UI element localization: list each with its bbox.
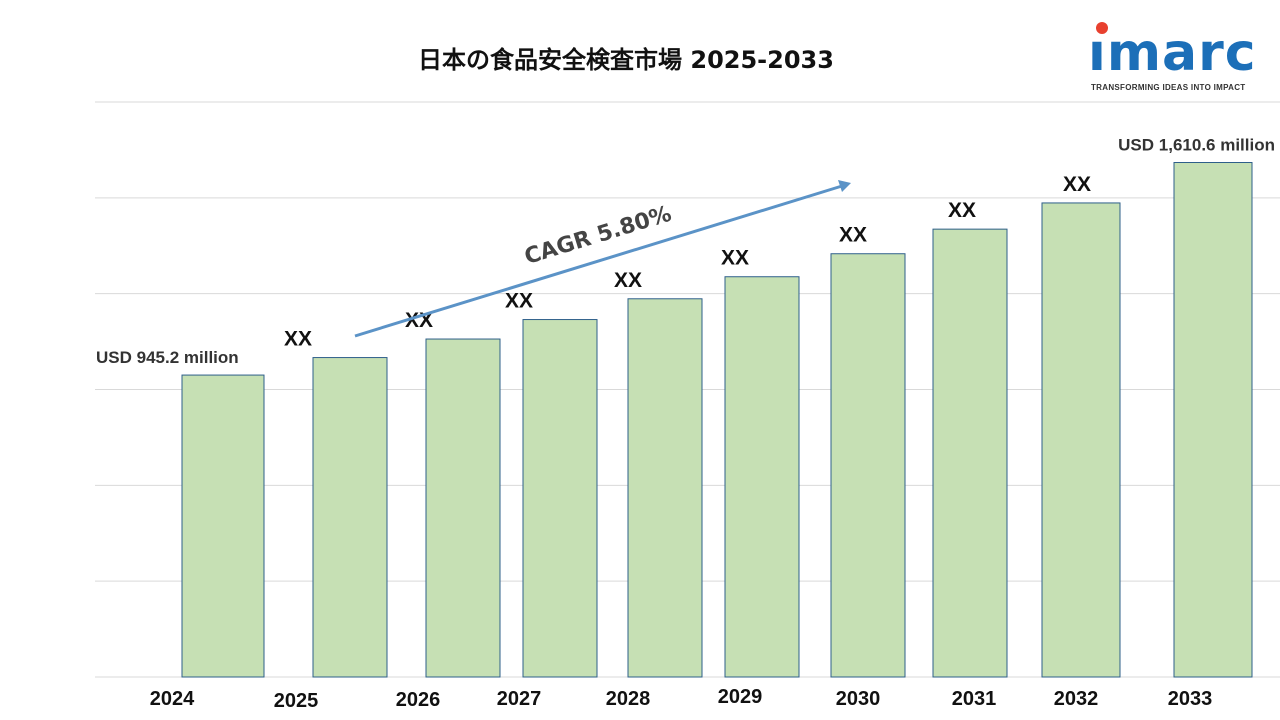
tick-label-2024: 2024 xyxy=(150,688,195,710)
value-label-2030: XX xyxy=(839,224,867,247)
bars xyxy=(181,162,1253,678)
bar-2025 xyxy=(312,357,388,678)
x-axis-tick-labels: 2024 2025 2026 2027 2028 2029 2030 2031 2032 2033 xyxy=(150,686,1213,712)
bar-2027 xyxy=(522,319,598,678)
tick-label-2025: 2025 xyxy=(274,690,319,712)
tick-label-2030: 2030 xyxy=(836,688,881,710)
tick-label-2032: 2032 xyxy=(1054,688,1099,710)
bar-2026 xyxy=(425,338,501,678)
tick-label-2028: 2028 xyxy=(606,688,651,710)
bar-2032 xyxy=(1041,202,1121,678)
logo-dot-icon xyxy=(1096,22,1108,34)
bar-2029 xyxy=(724,276,800,678)
imarc-logo: ımarc TRANSFORMING IDEAS INTO IMPACT xyxy=(1088,18,1264,98)
tick-label-2033: 2033 xyxy=(1168,688,1213,710)
value-label-2025: XX xyxy=(284,328,312,351)
bar-2033 xyxy=(1173,162,1253,678)
tick-label-2026: 2026 xyxy=(396,689,441,711)
value-label-2032: XX xyxy=(1063,173,1091,196)
bar-2028 xyxy=(627,298,703,678)
bar-2024 xyxy=(181,374,265,678)
value-label-2033: USD 1,610.6 million xyxy=(1118,136,1275,155)
logo-wordmark: ımarc xyxy=(1088,23,1257,83)
value-label-2029: XX xyxy=(721,247,749,270)
value-label-2024: USD 945.2 million xyxy=(96,348,239,367)
tick-label-2027: 2027 xyxy=(497,688,542,710)
chart-title: 日本の食品安全検査市場 2025-2033 xyxy=(418,46,834,74)
value-label-2027: XX xyxy=(505,290,533,313)
value-label-2028: XX xyxy=(614,269,642,292)
value-label-2031: XX xyxy=(948,199,976,222)
logo-tagline: TRANSFORMING IDEAS INTO IMPACT xyxy=(1091,83,1246,92)
cagr-arrow-head-icon xyxy=(838,180,851,192)
bar-2031 xyxy=(932,228,1008,678)
tick-label-2031: 2031 xyxy=(952,688,997,710)
tick-label-2029: 2029 xyxy=(718,686,763,708)
cagr-arrow-line xyxy=(354,184,843,338)
bar-2030 xyxy=(830,253,906,678)
